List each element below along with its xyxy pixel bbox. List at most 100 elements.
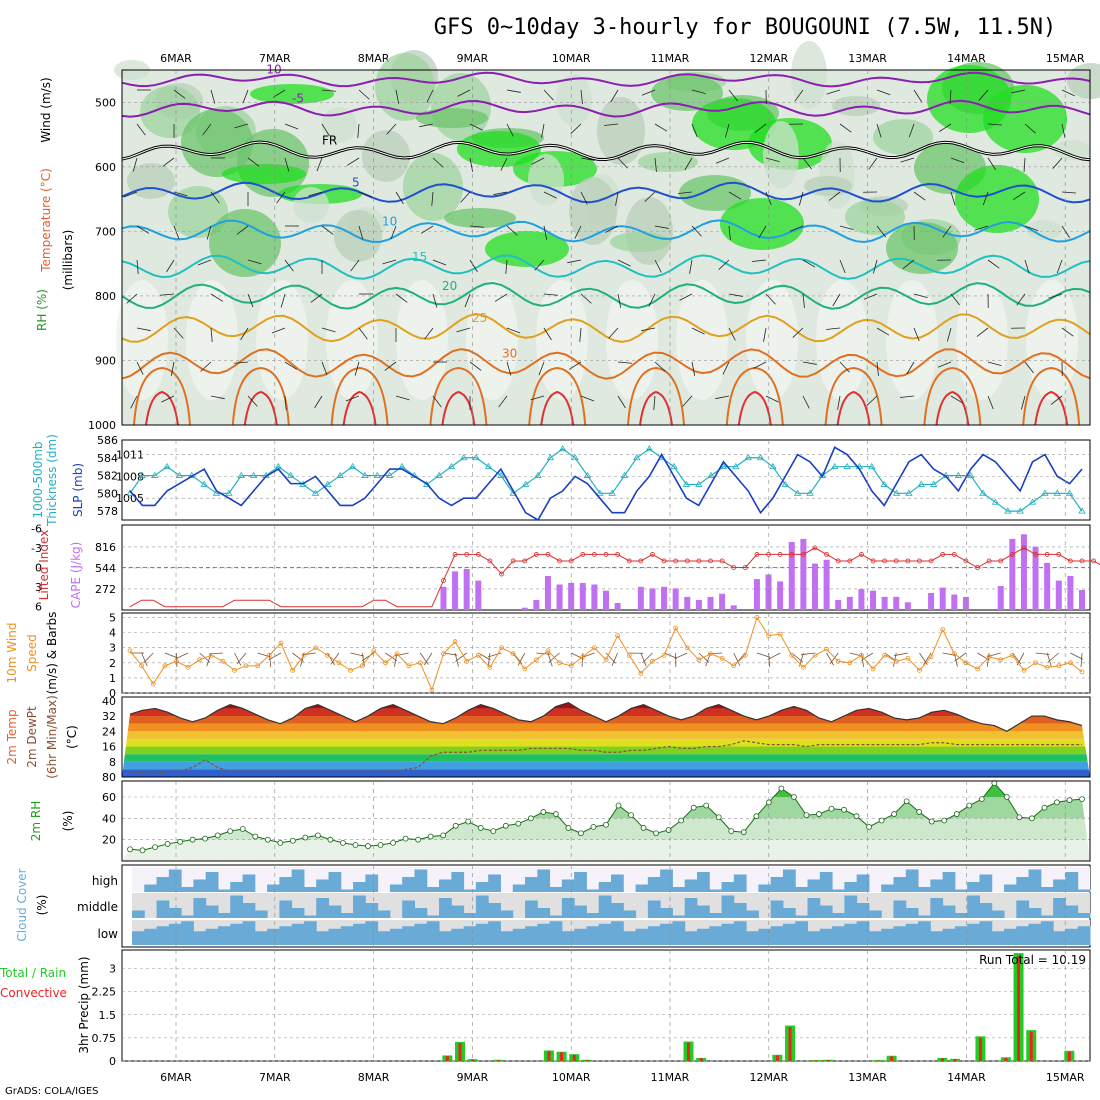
li-point: [905, 558, 911, 564]
li-point: [475, 552, 481, 557]
wind10-barb: [942, 652, 957, 656]
wind-barb: [691, 225, 702, 237]
wind10-axis-label: 10m Wind: [5, 623, 19, 684]
cloud-bar-middle: [353, 895, 366, 918]
wind10-barb: [164, 652, 179, 659]
wind10-point: [406, 663, 412, 669]
precip-conv-bar: [1029, 1031, 1033, 1061]
cape-bar: [858, 589, 865, 610]
cloud-bar-low: [475, 923, 489, 945]
wind10-point: [1021, 667, 1027, 673]
wind10-point: [951, 651, 957, 657]
thickness-point: [670, 462, 678, 470]
isotherm-label: 10: [382, 214, 397, 228]
wind10-barb: [611, 652, 618, 666]
bottom-date-tick: 8MAR: [358, 1071, 390, 1084]
wind-barb: [247, 157, 260, 167]
wind-barb: [610, 89, 619, 103]
thickness-point: [361, 471, 369, 478]
thickness-point: [583, 471, 592, 478]
rh2m-unit-label: (%): [61, 811, 75, 832]
li-point: [951, 552, 957, 557]
wind-barb: [987, 157, 996, 170]
rh-shade-area: [1067, 63, 1100, 99]
wind-barb: [197, 259, 212, 266]
cape-tick-label: 272: [95, 583, 116, 596]
wind-barb: [691, 89, 706, 95]
rh-shade-area: [927, 65, 1011, 133]
wind10-tick-label: 4: [109, 627, 116, 640]
cloud-bar-high: [475, 882, 489, 892]
wind10-barb: [208, 652, 223, 655]
wind10-point: [615, 633, 621, 639]
wind-barb: [431, 191, 434, 206]
rh-shade-area: [569, 177, 617, 245]
cape-tick-label: 544: [95, 562, 116, 575]
li-point: [603, 552, 609, 557]
rh2m-point: [615, 802, 622, 809]
cloud-bar-high: [856, 874, 870, 892]
temp-tick-label: 24: [102, 725, 116, 738]
cloud-axis-label: Cloud Cover: [15, 868, 29, 941]
wind10-point: [1079, 669, 1085, 675]
rh-shade-area: [181, 109, 253, 177]
wind10-barb: [829, 652, 839, 665]
wind10-tick-label: 5: [109, 612, 116, 625]
li-point: [464, 552, 470, 557]
cloud-bar-middle: [1065, 905, 1079, 918]
rh2m-point: [515, 820, 522, 827]
cape-bar: [637, 586, 644, 610]
wind-barb: [160, 293, 175, 296]
rh2m-point: [653, 830, 660, 837]
cloud-bar-high: [181, 887, 194, 892]
thickness-point: [1004, 507, 1012, 514]
cloud-bar-low: [868, 931, 882, 945]
thickness-point: [1053, 489, 1061, 496]
cloud-bar-low: [181, 921, 194, 945]
thickness-point: [287, 471, 295, 478]
wind10-axis-label-3: (m/s) & Barbs: [45, 612, 59, 695]
isotherm-line: [121, 99, 1091, 118]
li-point: [510, 558, 516, 564]
wind-barb: [679, 293, 693, 301]
thickness-point: [546, 454, 555, 461]
li-point: [917, 558, 922, 564]
cape-bar: [928, 593, 935, 610]
top-date-tick: 11MAR: [651, 52, 690, 65]
rh2m-point: [340, 839, 346, 846]
cloud-row-label: high: [92, 874, 118, 888]
cloud-bar-high: [647, 877, 661, 892]
cloud-bar-low: [586, 926, 600, 945]
wind10-point: [522, 666, 528, 672]
rh-shade-area: [832, 96, 880, 116]
precip-conv-bar: [813, 1060, 817, 1061]
wind-barb: [987, 361, 1002, 367]
cloud-bar-low: [623, 931, 637, 945]
rh-shade-area: [720, 198, 804, 250]
thickness-point: [707, 471, 715, 478]
wind10-point: [127, 648, 133, 654]
rh2m-point: [277, 839, 284, 846]
li-point: [893, 558, 899, 564]
wind-barb: [987, 123, 1002, 126]
temp-band: [122, 746, 1090, 755]
wind-barb: [173, 225, 180, 240]
cloud-bar-middle: [156, 900, 170, 918]
thickness-point: [991, 498, 1000, 505]
wind-barb: [1061, 191, 1076, 194]
wind10-point: [452, 639, 458, 645]
chart-title: GFS 0~10day 3-hourly for BOUGOUNI (7.5W,…: [434, 15, 1057, 40]
thickness-point: [151, 471, 159, 478]
cape-bar: [649, 588, 656, 610]
precip-conv-bar: [953, 1059, 957, 1061]
wind-barb: [272, 89, 286, 98]
cloud-bar-high: [205, 872, 219, 892]
cloud-bar-low: [795, 921, 809, 945]
wind10-barb: [350, 652, 365, 657]
wind-barb: [942, 225, 952, 238]
wind10-point: [348, 667, 353, 673]
wind-barb: [617, 259, 631, 267]
thickness-point: [880, 480, 888, 487]
wind10-barb: [1070, 652, 1084, 660]
wind-barb: [457, 89, 471, 97]
